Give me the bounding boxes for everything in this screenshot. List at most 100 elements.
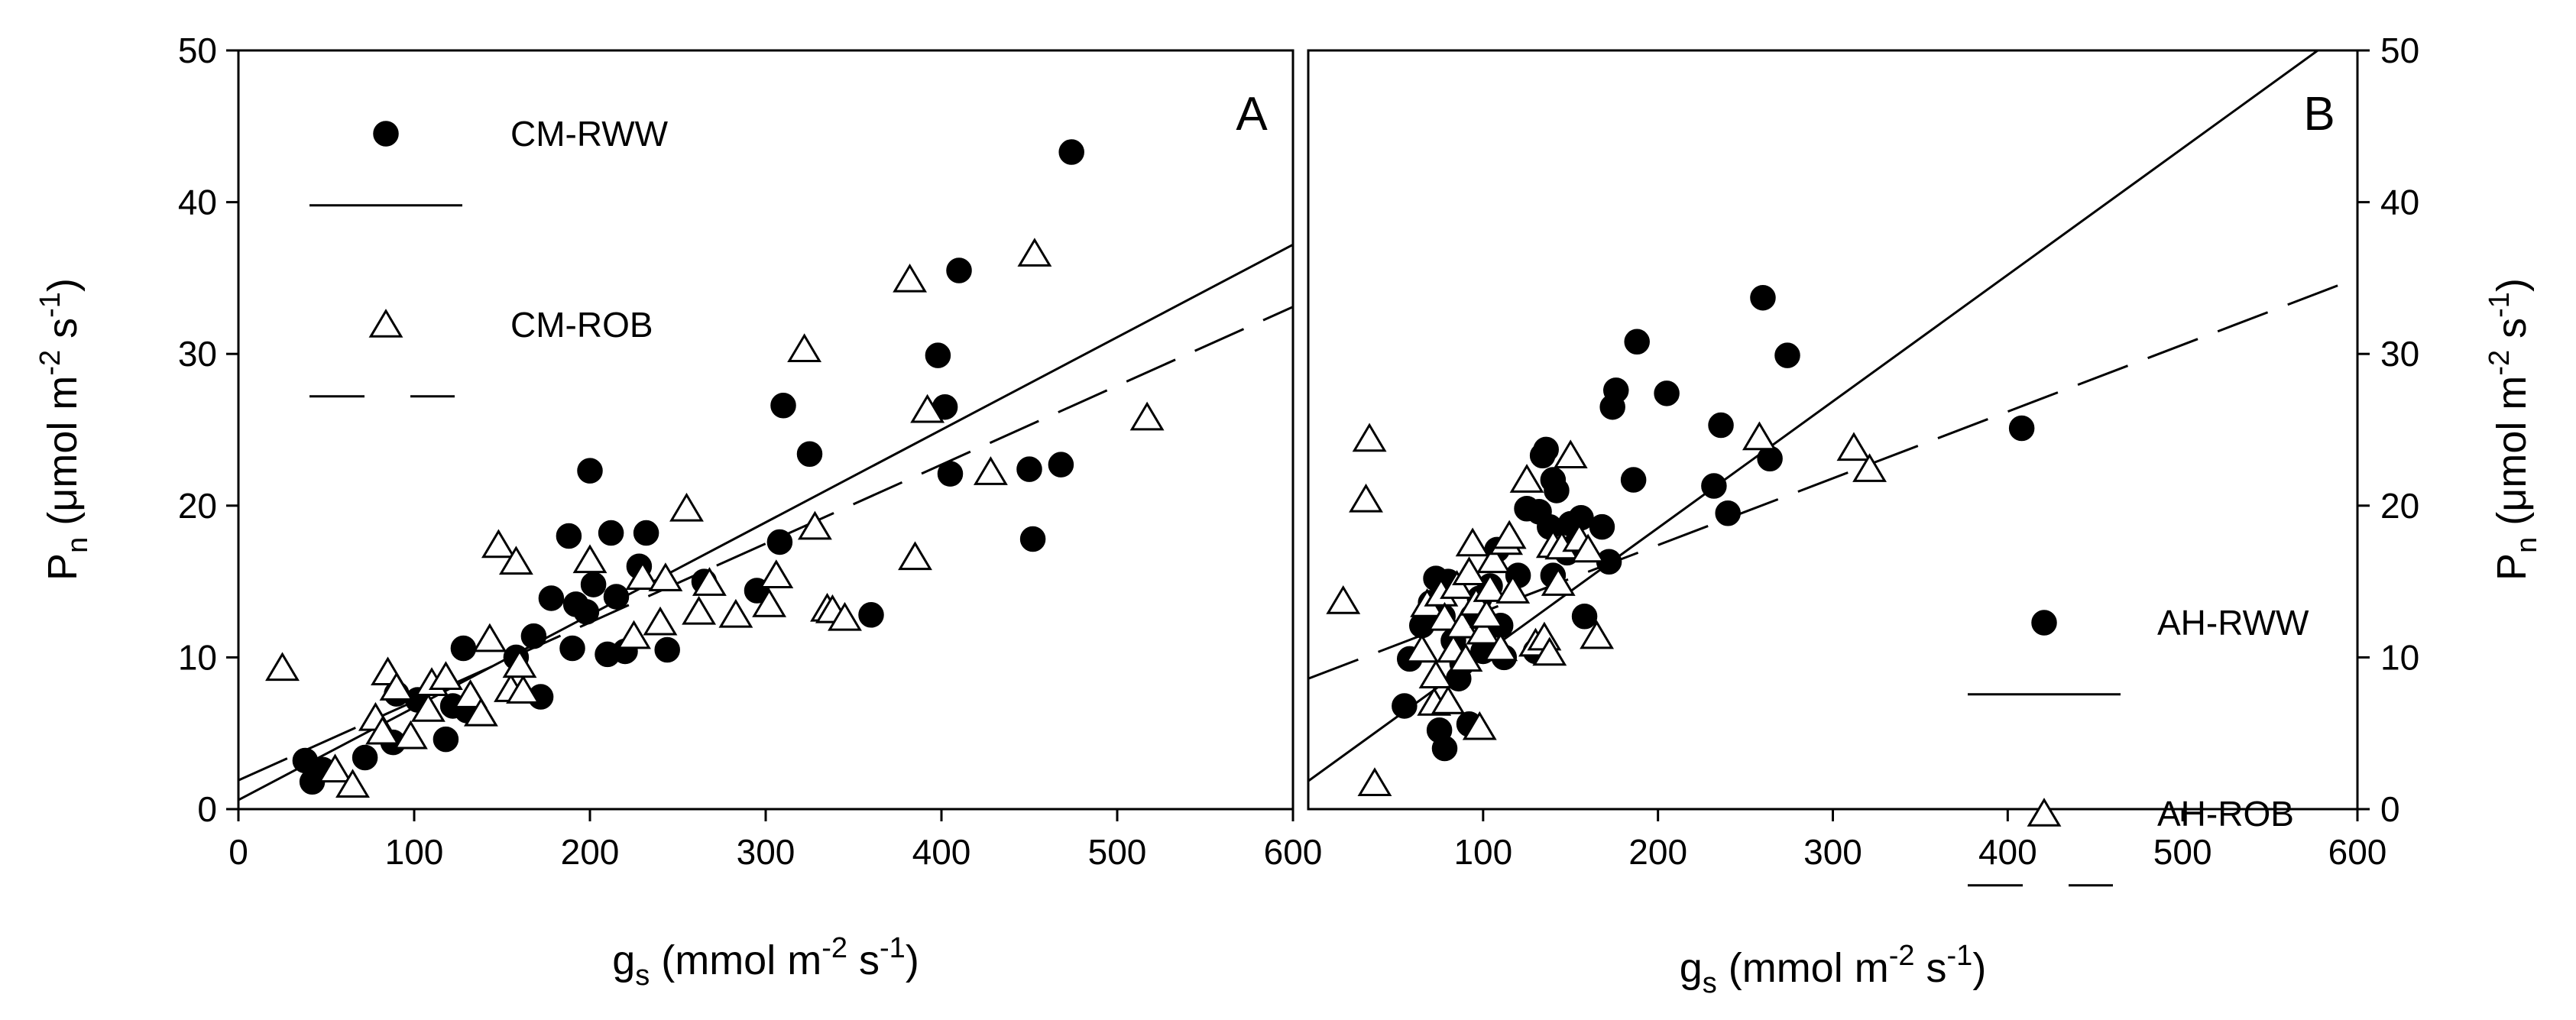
panel-b-point-ah-rob [1742, 421, 1777, 451]
panel-b-point-ah-rob [1492, 520, 1527, 549]
panel-b-point-ah-rww [1589, 513, 1615, 540]
panel-a-point-cm-rob [893, 263, 928, 293]
panel-a-y-tick-label: 30 [178, 334, 217, 374]
panel-b-point-ah-rob [1418, 659, 1453, 689]
panel-a-x-tick-label: 400 [912, 832, 971, 872]
panel-a-point-cm-rob [648, 562, 683, 591]
panel-b-point-ah-rww [1624, 329, 1650, 355]
panel-b-point-ah-rob [1326, 584, 1361, 614]
panel-b-y-tick-label: 10 [2380, 637, 2419, 677]
panel-a-fit-line-cm-rob [238, 306, 1293, 782]
panel-a-point-cm-rww [925, 342, 951, 368]
panel-b-data-points [1326, 284, 2035, 797]
panel-a-legend: CM-RWW CM-ROB [309, 114, 669, 398]
panel-b-x-axis-title: gs (mmol m-2 s-1) [1680, 940, 1987, 999]
panel-b-point-ah-rww [1715, 500, 1741, 526]
panel-a-point-cm-rob [718, 598, 753, 628]
panel-a-point-cm-rob [318, 753, 352, 783]
legend-label-cm-rob: CM-ROB [510, 305, 653, 345]
panel-a-point-cm-rob [910, 393, 945, 423]
panel-a-y-tick-label: 40 [178, 183, 217, 222]
panel-a-x-tick-label: 500 [1088, 832, 1147, 872]
panel-a-point-cm-rob [410, 692, 446, 722]
panel-a-label: A [1236, 88, 1268, 141]
panel-b-point-ah-rob [1452, 556, 1486, 585]
legend-marker-cm-rww [373, 121, 399, 147]
panel-a-point-cm-rww [770, 392, 796, 419]
panel-b-y-tick-label: 0 [2380, 789, 2400, 829]
panel-b-point-ah-rob [1431, 685, 1466, 714]
legend-label-cm-rww: CM-RWW [510, 114, 669, 154]
panel-a-point-cm-rww [573, 599, 600, 625]
panel-b-point-ah-rob [1448, 643, 1483, 672]
panel-b-x-tick-label: 100 [1453, 832, 1512, 872]
panel-a-point-cm-rob [481, 529, 516, 559]
panel-b-point-ah-rob [1405, 633, 1440, 663]
panel-a-point-cm-rob [335, 769, 370, 798]
panel-a-point-cm-rob [428, 661, 463, 691]
panel-a-point-cm-rww [556, 523, 582, 549]
panel-b-point-ah-rww [1571, 604, 1598, 630]
panel-b-point-ah-rww [1750, 284, 1776, 311]
panel-a-point-cm-rob [973, 456, 1008, 485]
legend-label-ah-rob: AH-ROB [2157, 794, 2294, 834]
panel-a-x-tick-label: 200 [561, 832, 620, 872]
panel-a-y-axis: 0 10 20 30 40 50 [178, 31, 238, 829]
panel-a-point-cm-rob [617, 620, 651, 649]
panel-b-point-ah-rww [1620, 467, 1647, 493]
panel-b-y-axis: 0 10 20 30 40 50 [2357, 31, 2419, 829]
panel-b-plot-frame [1307, 49, 2359, 811]
panel-b-point-ah-rob [1580, 620, 1615, 649]
panel-b-point-ah-rww [1602, 377, 1629, 403]
panel-b-point-ah-rww [2008, 415, 2035, 442]
panel-a-point-cm-rww [633, 520, 659, 546]
panel-a-x-tick-label: 300 [737, 832, 795, 872]
panel-a-point-cm-rww [559, 635, 585, 662]
panel-a-point-cm-rob [265, 652, 300, 682]
panel-a-point-cm-rww [1019, 526, 1046, 552]
panel-b-legend: AH-RWW AH-ROB [1968, 603, 2309, 887]
panel-b-label: B [2303, 88, 2335, 141]
panel-a-point-cm-rob [572, 544, 608, 574]
panel-a-point-cm-rww [766, 529, 793, 555]
panel-b-y-tick-label: 20 [2380, 486, 2419, 526]
panel-b-point-ah-rww [1654, 380, 1680, 406]
panel-b-x-axis: 100 200 300 400 500 600 [1453, 809, 2386, 872]
panel-b-point-ah-rww [1544, 478, 1570, 504]
panel-b-point-ah-rob [1483, 632, 1518, 662]
panel-b-point-ah-rob [1357, 767, 1392, 797]
panel-b-x-tick-label: 400 [1978, 832, 2037, 872]
panel-b-point-ah-rob [1541, 567, 1576, 596]
panel-a-x-tick-label: 100 [385, 832, 444, 872]
panel-a-point-cm-rob [797, 510, 832, 540]
panel-b-point-ah-rob [1476, 544, 1512, 574]
panel-a-point-cm-rww [1058, 139, 1084, 165]
panel-a-point-cm-rob [506, 675, 541, 704]
panel-a-point-cm-rww [858, 602, 884, 628]
panel-a-x-axis-title: gs (mmol m-2 s-1) [612, 932, 919, 992]
panel-a-point-cm-rww [450, 635, 477, 662]
panel-a-point-cm-rww [538, 585, 565, 611]
panel-a-point-cm-rww [352, 744, 378, 771]
panel-a-point-cm-rob [759, 559, 794, 588]
panel-b-point-ah-rob [1852, 453, 1887, 482]
legend-label-ah-rww: AH-RWW [2157, 603, 2309, 643]
panel-a-point-cm-rww [1016, 456, 1042, 482]
panel-b-point-ah-rob [1444, 609, 1479, 639]
panel-a-y-tick-label: 50 [178, 31, 217, 70]
panel-a-point-cm-rob [643, 606, 678, 636]
panel-b-x-tick-label: 500 [2153, 832, 2212, 872]
panel-b-point-ah-rww [1701, 473, 1727, 499]
panel-a-point-cm-rob [682, 595, 717, 625]
panel-b-x-tick-label: 300 [1803, 832, 1862, 872]
panel-b-point-ah-rww [1708, 412, 1734, 439]
panel-a-point-cm-rob [365, 715, 400, 745]
panel-a-point-cm-rww [946, 257, 972, 283]
panel-a-point-cm-rww [577, 458, 603, 484]
panel-a-point-cm-rww [580, 572, 607, 597]
panel-b-point-ah-rww [1774, 342, 1800, 368]
panel-b-point-ah-rob [1469, 598, 1504, 628]
panel-b-point-ah-rob [1509, 464, 1544, 493]
panel-a-point-cm-rob [787, 333, 822, 363]
